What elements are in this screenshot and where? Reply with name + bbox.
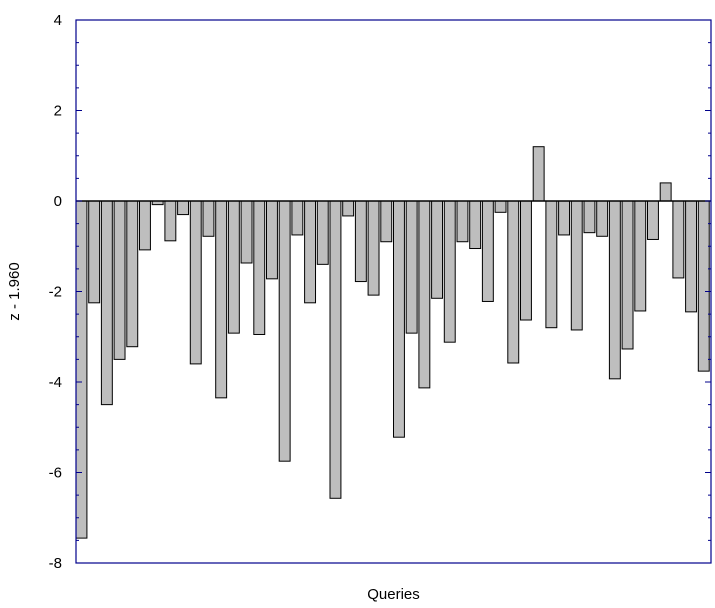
bar bbox=[253, 200, 266, 335]
bar bbox=[405, 200, 418, 334]
y-tick-label: -4 bbox=[49, 374, 62, 391]
bar bbox=[697, 200, 710, 372]
bar bbox=[113, 200, 126, 360]
y-tick-label: 2 bbox=[54, 103, 62, 120]
bar bbox=[380, 200, 393, 243]
y-tick-label: 0 bbox=[54, 193, 62, 210]
bar bbox=[494, 200, 507, 213]
bar bbox=[456, 200, 469, 243]
y-tick-label: 4 bbox=[54, 12, 62, 29]
bar bbox=[240, 200, 253, 264]
bar bbox=[596, 200, 609, 237]
bar bbox=[291, 200, 304, 236]
bar bbox=[443, 200, 456, 343]
bar bbox=[418, 200, 431, 389]
bar bbox=[316, 200, 329, 265]
y-tick-label: -8 bbox=[49, 555, 62, 572]
bar bbox=[545, 200, 558, 329]
bar bbox=[393, 200, 405, 438]
bar bbox=[647, 200, 659, 240]
bar bbox=[685, 200, 698, 313]
bar bbox=[583, 200, 596, 234]
bar bbox=[189, 200, 202, 365]
bar bbox=[469, 200, 482, 250]
bar bbox=[126, 200, 139, 348]
y-ticks-group: 4 2 0 -2 -4 -6 -8 bbox=[49, 12, 711, 572]
y-tick-label: -6 bbox=[49, 465, 62, 482]
bar bbox=[431, 200, 444, 299]
bar bbox=[342, 200, 355, 217]
y-tick-label: -2 bbox=[49, 284, 62, 301]
bar bbox=[100, 200, 113, 406]
bar bbox=[672, 200, 685, 279]
bar bbox=[507, 200, 520, 364]
bar bbox=[367, 200, 380, 296]
bar bbox=[304, 200, 317, 304]
bar bbox=[266, 200, 278, 280]
bars-group bbox=[75, 146, 710, 539]
bar bbox=[139, 200, 151, 251]
bar bbox=[329, 200, 342, 499]
bar bbox=[202, 200, 215, 237]
bar bbox=[215, 200, 228, 399]
bar bbox=[481, 200, 494, 302]
x-axis-title: Queries bbox=[367, 586, 420, 603]
bar bbox=[570, 200, 583, 331]
bar bbox=[608, 200, 621, 380]
bar bbox=[634, 200, 647, 312]
bar bbox=[354, 200, 367, 283]
bar bbox=[532, 146, 545, 202]
bar bbox=[659, 182, 672, 202]
bar bbox=[177, 200, 190, 216]
bar bbox=[520, 200, 532, 321]
bar bbox=[278, 200, 291, 462]
bar bbox=[88, 200, 101, 304]
bar bbox=[75, 200, 88, 539]
bar bbox=[558, 200, 571, 236]
bar bbox=[227, 200, 240, 334]
y-axis-title: z - 1.960 bbox=[6, 262, 23, 320]
bar bbox=[164, 200, 177, 242]
bar bbox=[621, 200, 634, 350]
